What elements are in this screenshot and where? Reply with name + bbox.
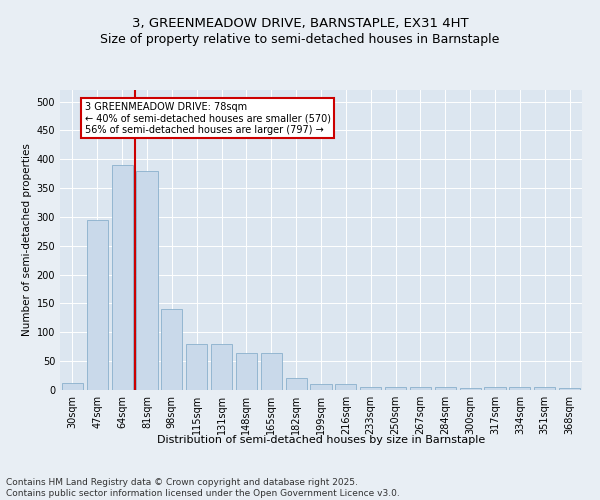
Bar (286, 378, 307, 390)
Bar (385, 387, 406, 390)
Y-axis label: Number of semi-detached properties: Number of semi-detached properties (22, 144, 32, 336)
Bar (335, 384, 356, 390)
Bar (112, 165, 133, 390)
Bar (136, 171, 158, 390)
Bar (186, 344, 207, 390)
Bar (236, 352, 257, 390)
Bar (435, 387, 456, 390)
Text: 3, GREENMEADOW DRIVE, BARNSTAPLE, EX31 4HT: 3, GREENMEADOW DRIVE, BARNSTAPLE, EX31 4… (131, 18, 469, 30)
Bar (87, 220, 108, 390)
Bar (161, 309, 182, 390)
Bar (534, 387, 555, 390)
Bar (211, 344, 232, 390)
Text: Contains HM Land Registry data © Crown copyright and database right 2025.
Contai: Contains HM Land Registry data © Crown c… (6, 478, 400, 498)
Text: Distribution of semi-detached houses by size in Barnstaple: Distribution of semi-detached houses by … (157, 435, 485, 445)
Bar (559, 388, 580, 390)
Bar (310, 384, 332, 390)
Text: 3 GREENMEADOW DRIVE: 78sqm
← 40% of semi-detached houses are smaller (570)
56% o: 3 GREENMEADOW DRIVE: 78sqm ← 40% of semi… (85, 102, 331, 134)
Bar (261, 352, 282, 390)
Text: Size of property relative to semi-detached houses in Barnstaple: Size of property relative to semi-detach… (100, 32, 500, 46)
Bar (460, 388, 481, 390)
Bar (484, 387, 506, 390)
Bar (509, 387, 530, 390)
Bar (62, 383, 83, 390)
Bar (410, 387, 431, 390)
Bar (360, 386, 381, 390)
